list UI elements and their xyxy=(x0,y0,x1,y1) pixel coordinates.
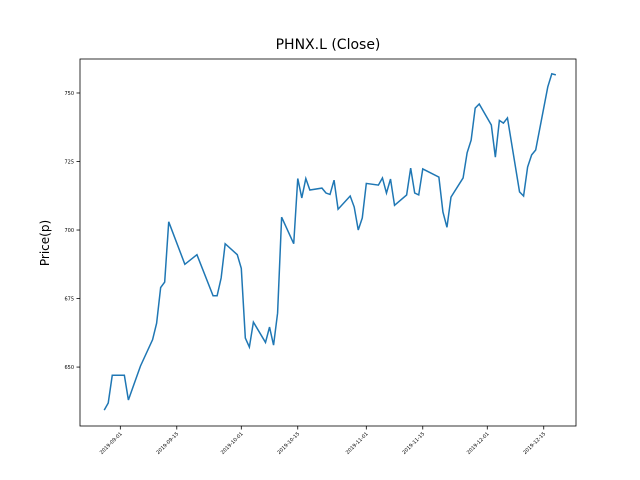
y-axis-label: Price(p) xyxy=(38,220,52,266)
x-tick-label: 2019-11-01 xyxy=(345,431,370,456)
y-tick-label: 750 xyxy=(64,91,74,97)
x-tick-label: 2019-10-01 xyxy=(220,431,245,456)
y-tick-label: 650 xyxy=(64,365,74,371)
x-tick-label: 2019-10-15 xyxy=(276,431,301,456)
y-tick-label: 675 xyxy=(64,297,74,303)
y-tick-label: 725 xyxy=(64,160,74,166)
x-tick-label: 2019-12-01 xyxy=(466,431,491,456)
plot-frame xyxy=(79,58,577,427)
x-tick-label: 2019-09-01 xyxy=(99,431,124,456)
x-tick-label: 2019-12-15 xyxy=(522,431,547,456)
x-tick-label: 2019-11-15 xyxy=(401,431,426,456)
y-tick-label: 700 xyxy=(64,228,74,234)
price-line xyxy=(103,72,557,411)
chart-title: PHNX.L (Close) xyxy=(276,37,381,53)
x-tick-label: 2019-09-15 xyxy=(155,431,180,456)
